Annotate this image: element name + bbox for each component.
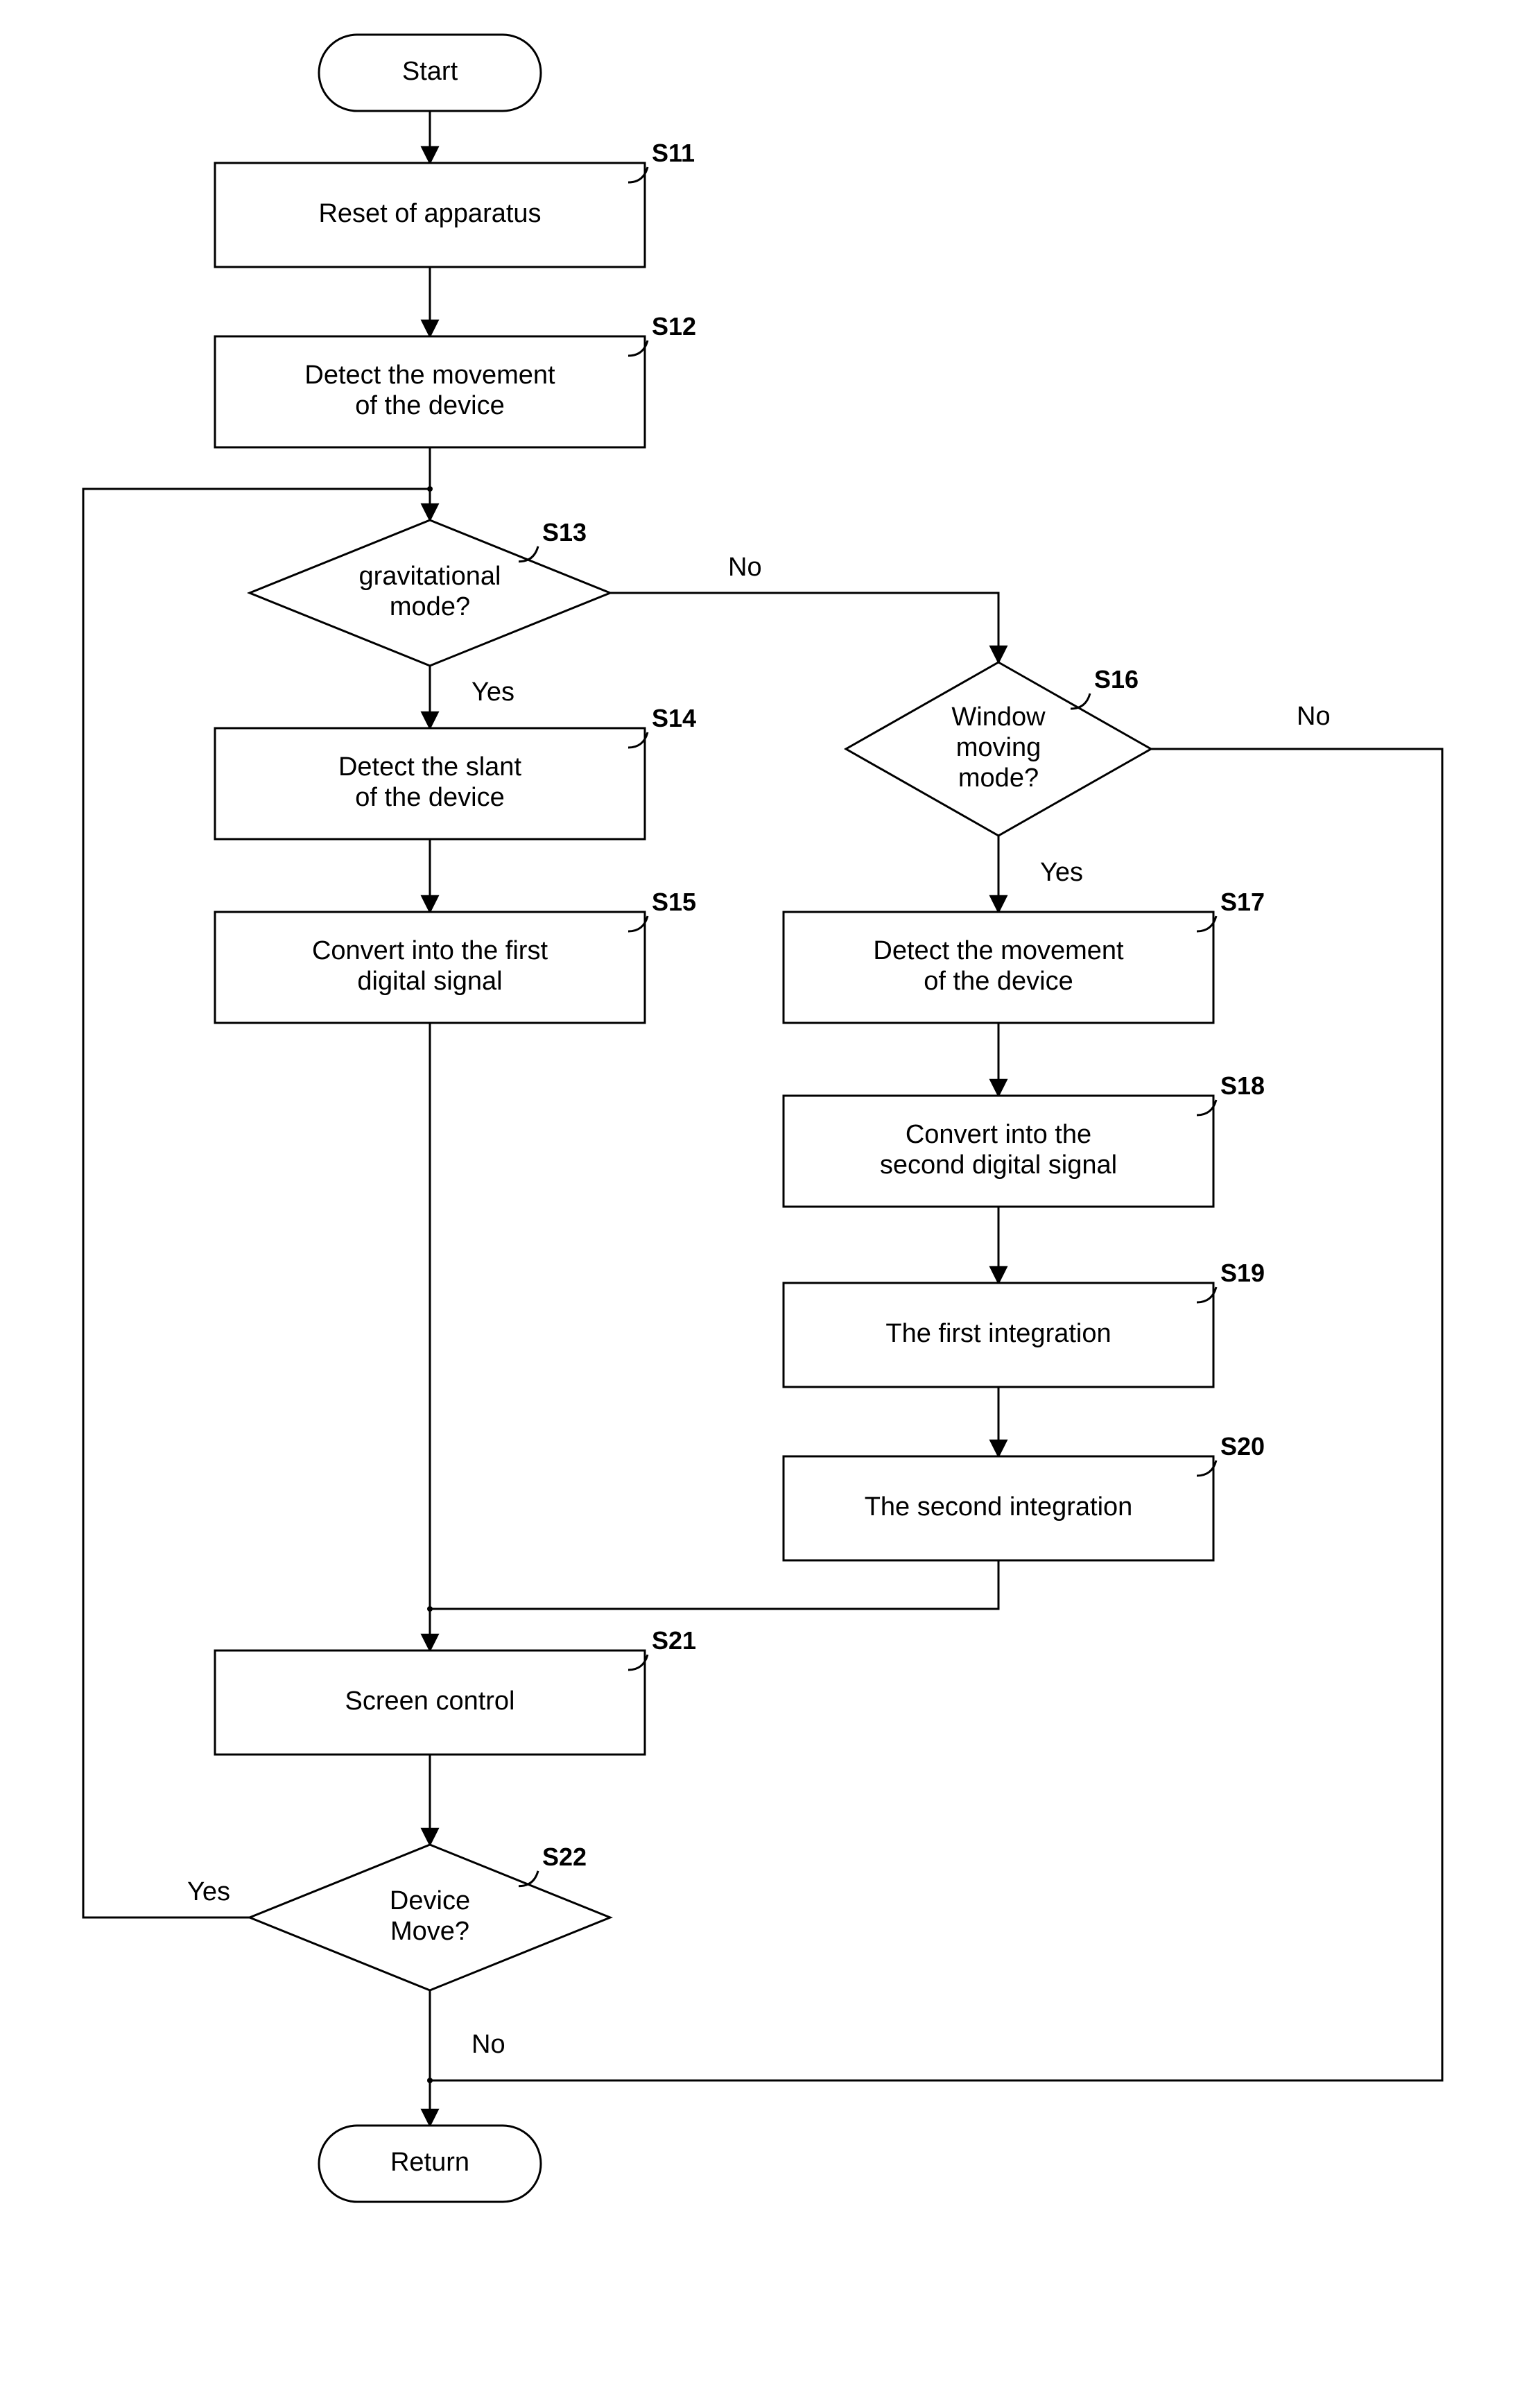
svg-text:second digital signal: second digital signal — [880, 1150, 1117, 1180]
svg-text:Yes: Yes — [1040, 858, 1083, 887]
node-s15: Convert into the firstdigital signal S15 — [215, 888, 696, 1023]
node-s13: gravitationalmode? S13 — [250, 518, 610, 666]
svg-text:Yes: Yes — [471, 678, 514, 707]
edge-3: Yes — [430, 666, 514, 728]
edge-15: No — [427, 702, 1442, 2083]
svg-text:Device: Device — [390, 1886, 470, 1915]
node-s21: Screen control S21 — [215, 1626, 696, 1755]
svg-text:Start: Start — [402, 57, 458, 86]
svg-text:S13: S13 — [542, 518, 587, 546]
svg-text:Window: Window — [951, 703, 1046, 732]
svg-text:Detect the movement: Detect the movement — [304, 361, 555, 390]
svg-text:mode?: mode? — [390, 592, 470, 621]
svg-text:The second integration: The second integration — [865, 1492, 1133, 1522]
svg-text:S19: S19 — [1220, 1259, 1265, 1287]
svg-text:S17: S17 — [1220, 888, 1265, 916]
node-s22: DeviceMove? S22 — [250, 1843, 610, 1990]
flowchart-canvas: YesNoYesYesNoNo StartReset of apparatusS… — [0, 0, 1540, 2396]
node-s11: Reset of apparatus S11 — [215, 139, 695, 267]
node-s14: Detect the slantof the device S14 — [215, 704, 696, 839]
svg-text:moving: moving — [956, 733, 1041, 762]
svg-text:digital signal: digital signal — [357, 967, 502, 996]
node-start: Start — [319, 35, 541, 111]
node-s17: Detect the movementof the device S17 — [784, 888, 1265, 1023]
node-s12: Detect the movementof the device S12 — [215, 312, 696, 447]
svg-text:of the device: of the device — [355, 391, 504, 420]
node-s16: Windowmovingmode? S16 — [846, 662, 1151, 836]
svg-text:No: No — [1297, 702, 1331, 731]
node-s18: Convert into thesecond digital signal S18 — [784, 1071, 1265, 1207]
node-return: Return — [319, 2126, 541, 2202]
svg-text:gravitational: gravitational — [359, 562, 501, 591]
svg-text:Screen control: Screen control — [345, 1687, 514, 1716]
edge-6: Yes — [998, 836, 1083, 912]
svg-text:S14: S14 — [652, 704, 696, 732]
svg-text:S16: S16 — [1094, 665, 1139, 693]
edge-5: No — [610, 553, 998, 662]
svg-text:No: No — [471, 2030, 505, 2059]
svg-text:S11: S11 — [652, 139, 695, 167]
svg-text:The first integration: The first integration — [885, 1319, 1111, 1348]
svg-text:S15: S15 — [652, 888, 696, 916]
svg-text:S21: S21 — [652, 1626, 696, 1655]
svg-text:Convert into the first: Convert into the first — [312, 936, 548, 965]
svg-text:S20: S20 — [1220, 1432, 1265, 1460]
svg-text:S12: S12 — [652, 312, 696, 341]
svg-text:of the device: of the device — [924, 967, 1073, 996]
node-s20: The second integration S20 — [784, 1432, 1265, 1560]
nodes-layer: Start Reset of apparatus S11 Detect the mov… — [215, 35, 1265, 2202]
svg-text:of the device: of the device — [355, 783, 504, 812]
svg-text:No: No — [728, 553, 762, 582]
svg-text:S18: S18 — [1220, 1071, 1265, 1100]
svg-text:Detect the slant: Detect the slant — [338, 752, 521, 782]
svg-text:S22: S22 — [542, 1843, 587, 1871]
edge-14: No — [430, 1990, 505, 2126]
svg-text:mode?: mode? — [958, 764, 1039, 793]
svg-text:Move?: Move? — [390, 1917, 469, 1946]
svg-text:Detect the movement: Detect the movement — [873, 936, 1124, 965]
svg-text:Yes: Yes — [187, 1877, 230, 1906]
edge-11 — [427, 1560, 998, 1612]
svg-text:Return: Return — [390, 2148, 469, 2177]
svg-text:Convert into the: Convert into the — [906, 1120, 1091, 1149]
node-s19: The first integration S19 — [784, 1259, 1265, 1387]
svg-text:Reset of apparatus: Reset of apparatus — [318, 199, 541, 228]
